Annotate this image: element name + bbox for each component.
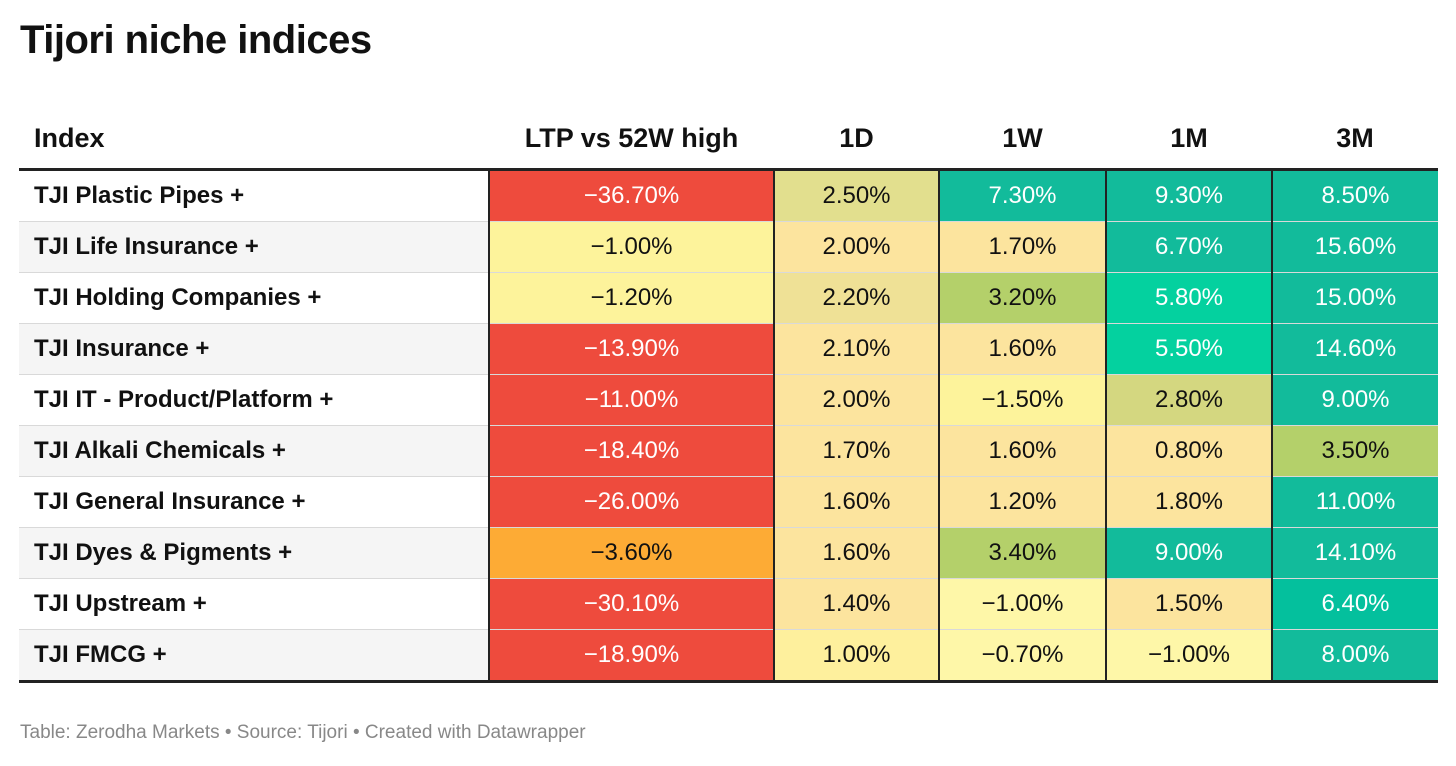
heat-cell-3m: 15.00%	[1271, 272, 1438, 324]
row-label: TJI Life Insurance +	[19, 221, 489, 273]
column-header-ltp-vs-52w-high[interactable]: LTP vs 52W high	[489, 108, 774, 171]
table-row: TJI Alkali Chemicals + −18.40% 1.70% 1.60% 0…	[19, 425, 1438, 477]
heat-cell-ltp-vs-52w-high: −26.00%	[488, 476, 774, 528]
row-label: TJI Alkali Chemicals +	[19, 425, 489, 477]
row-label: TJI Insurance +	[19, 323, 489, 375]
heat-cell-1m: 0.80%	[1105, 425, 1272, 477]
row-label: TJI IT - Product/Platform +	[19, 374, 489, 426]
heat-cell-1w: 1.20%	[938, 476, 1106, 528]
table-body: TJI Plastic Pipes + −36.70% 2.50% 7.30% 9.30…	[19, 169, 1438, 683]
table-row: TJI FMCG + −18.90% 1.00% −0.70% −1.00% 8.00%	[19, 629, 1438, 683]
heat-cell-1m: 1.50%	[1105, 578, 1272, 630]
heat-cell-1d: 2.10%	[773, 323, 939, 375]
row-label: TJI Dyes & Pigments +	[19, 527, 489, 579]
heat-cell-1w: 1.60%	[938, 323, 1106, 375]
heat-cell-1d: 1.40%	[773, 578, 939, 630]
heat-cell-1w: 7.30%	[938, 169, 1106, 222]
heat-cell-1d: 2.50%	[773, 169, 939, 222]
table-row: TJI Holding Companies + −1.20% 2.20% 3.20% 5…	[19, 272, 1438, 324]
heat-cell-1m: 1.80%	[1105, 476, 1272, 528]
heat-cell-3m: 8.50%	[1271, 169, 1438, 222]
heat-cell-3m: 14.10%	[1271, 527, 1438, 579]
row-label: TJI General Insurance +	[19, 476, 489, 528]
table-row: TJI IT - Product/Platform + −11.00% 2.00% −…	[19, 374, 1438, 426]
row-label: TJI FMCG +	[19, 629, 489, 683]
heat-cell-1d: 2.00%	[773, 221, 939, 273]
heat-cell-1m: 2.80%	[1105, 374, 1272, 426]
table-row: TJI Life Insurance + −1.00% 2.00% 1.70% 6.70…	[19, 221, 1438, 273]
heat-cell-1w: 3.40%	[938, 527, 1106, 579]
source-footer: Table: Zerodha Markets • Source: Tijori …	[20, 722, 586, 743]
heat-cell-1w: −0.70%	[938, 629, 1106, 683]
heat-cell-1d: 1.70%	[773, 425, 939, 477]
table-row: TJI General Insurance + −26.00% 1.60% 1.20%…	[19, 476, 1438, 528]
row-label: TJI Plastic Pipes +	[19, 169, 489, 222]
column-header-1d[interactable]: 1D	[774, 108, 939, 171]
row-label: TJI Holding Companies +	[19, 272, 489, 324]
column-header-1w[interactable]: 1W	[939, 108, 1106, 171]
heat-cell-3m: 3.50%	[1271, 425, 1438, 477]
table-row: TJI Plastic Pipes + −36.70% 2.50% 7.30% 9.30…	[19, 169, 1438, 222]
heat-cell-1m: −1.00%	[1105, 629, 1272, 683]
heat-cell-1d: 1.60%	[773, 476, 939, 528]
heat-cell-1w: −1.00%	[938, 578, 1106, 630]
header-row: Index LTP vs 52W high 1D 1W 1M 3M	[19, 108, 1438, 171]
heat-cell-1w: −1.50%	[938, 374, 1106, 426]
table-row: TJI Upstream + −30.10% 1.40% −1.00% 1.50% 6.4…	[19, 578, 1438, 630]
heat-cell-1w: 1.60%	[938, 425, 1106, 477]
heat-cell-3m: 15.60%	[1271, 221, 1438, 273]
heat-cell-3m: 11.00%	[1271, 476, 1438, 528]
column-header-index[interactable]: Index	[19, 108, 489, 171]
table-row: TJI Dyes & Pigments + −3.60% 1.60% 3.40% 9.0…	[19, 527, 1438, 579]
heat-cell-1d: 1.60%	[773, 527, 939, 579]
heat-cell-1w: 3.20%	[938, 272, 1106, 324]
table-row: TJI Insurance + −13.90% 2.10% 1.60% 5.50% 14.…	[19, 323, 1438, 375]
chart-title: Tijori niche indices	[20, 18, 372, 62]
heat-cell-ltp-vs-52w-high: −1.00%	[488, 221, 774, 273]
heat-cell-ltp-vs-52w-high: −18.40%	[488, 425, 774, 477]
heat-cell-ltp-vs-52w-high: −1.20%	[488, 272, 774, 324]
row-label: TJI Upstream +	[19, 578, 489, 630]
heat-cell-1w: 1.70%	[938, 221, 1106, 273]
heat-cell-ltp-vs-52w-high: −13.90%	[488, 323, 774, 375]
heat-cell-3m: 14.60%	[1271, 323, 1438, 375]
heat-cell-ltp-vs-52w-high: −3.60%	[488, 527, 774, 579]
column-header-1m[interactable]: 1M	[1106, 108, 1272, 171]
heat-cell-1d: 1.00%	[773, 629, 939, 683]
heatmap-table: Index LTP vs 52W high 1D 1W 1M 3M TJI Pl…	[19, 108, 1438, 683]
heat-cell-ltp-vs-52w-high: −11.00%	[488, 374, 774, 426]
heat-cell-1m: 5.50%	[1105, 323, 1272, 375]
heat-cell-3m: 9.00%	[1271, 374, 1438, 426]
column-header-3m[interactable]: 3M	[1272, 108, 1438, 171]
heat-cell-1m: 6.70%	[1105, 221, 1272, 273]
heat-cell-1m: 5.80%	[1105, 272, 1272, 324]
heat-cell-ltp-vs-52w-high: −18.90%	[488, 629, 774, 683]
heat-cell-1d: 2.20%	[773, 272, 939, 324]
heat-cell-ltp-vs-52w-high: −30.10%	[488, 578, 774, 630]
heat-cell-1m: 9.00%	[1105, 527, 1272, 579]
heat-cell-1m: 9.30%	[1105, 169, 1272, 222]
heat-cell-ltp-vs-52w-high: −36.70%	[488, 169, 774, 222]
heat-cell-1d: 2.00%	[773, 374, 939, 426]
heat-cell-3m: 8.00%	[1271, 629, 1438, 683]
heat-cell-3m: 6.40%	[1271, 578, 1438, 630]
